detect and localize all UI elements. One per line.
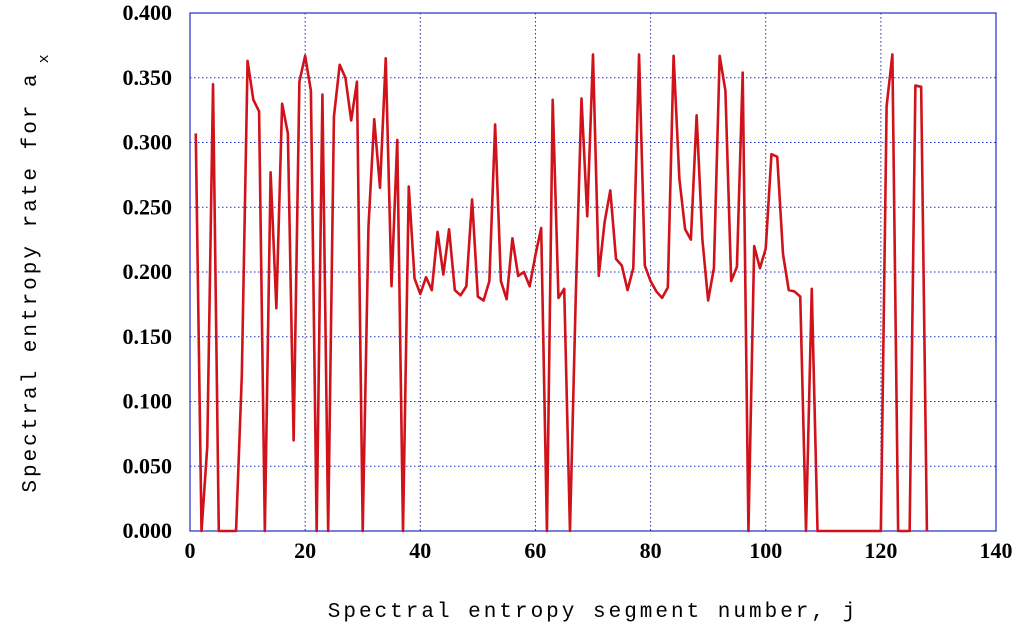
x-tick-label: 120 — [864, 538, 897, 563]
x-tick-label: 100 — [749, 538, 782, 563]
x-tick-label: 80 — [640, 538, 662, 563]
y-tick-label: 0.200 — [123, 259, 173, 284]
y-axis-label-group: Spectral entropy rate for a x — [20, 51, 53, 492]
x-tick-label: 60 — [524, 538, 546, 563]
x-tick-label: 140 — [980, 538, 1013, 563]
y-tick-label: 0.000 — [123, 518, 173, 543]
y-tick-label: 0.300 — [123, 130, 173, 155]
x-tick-label: 40 — [409, 538, 431, 563]
x-axis-label: Spectral entropy segment number, j — [328, 601, 858, 624]
y-tick-label: 0.400 — [123, 0, 173, 25]
y-tick-label: 0.350 — [123, 65, 173, 90]
y-axis-label-subscript: x — [36, 51, 53, 63]
plot-frame — [189, 12, 997, 532]
x-tick-label: 0 — [185, 538, 196, 563]
data-line — [194, 53, 929, 533]
y-tick-label: 0.100 — [123, 389, 173, 414]
y-tick-label: 0.150 — [123, 324, 173, 349]
x-tick-label: 20 — [294, 538, 316, 563]
y-axis-label: Spectral entropy rate for a x — [20, 51, 53, 492]
y-axis-label-main: Spectral entropy rate for a — [20, 71, 43, 492]
y-tick-label: 0.250 — [123, 194, 173, 219]
y-tick-label: 0.050 — [123, 453, 173, 478]
